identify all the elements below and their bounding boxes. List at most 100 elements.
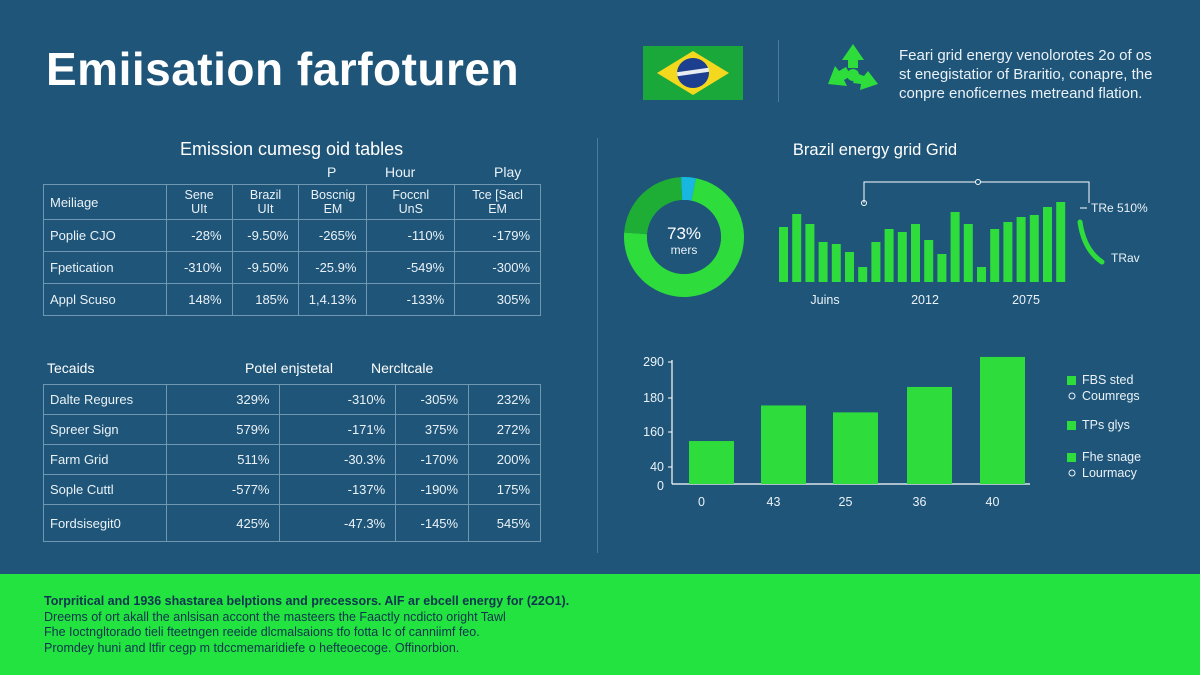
bar (779, 227, 788, 282)
table-cell: -28% (165, 219, 233, 252)
bar (805, 224, 815, 282)
table-cell: -110% (366, 219, 456, 252)
footnote-line: Fhe Ioctngltorado tieli fteetngen reeide… (44, 625, 480, 639)
table-cell: Farm Grid (43, 444, 167, 475)
y-tick-label: 40 (650, 460, 664, 474)
table1-extra-header: Hour (385, 164, 416, 180)
donut-slice (624, 177, 683, 235)
bar (845, 252, 854, 282)
table-cell: 1,4.13% (298, 283, 368, 316)
section-divider (597, 138, 598, 553)
table-cell: -9.50% (231, 251, 300, 284)
table-cell: -171% (279, 414, 397, 445)
bar (831, 244, 841, 282)
tick-label: 2012 (911, 293, 939, 307)
legend-bullet (1068, 469, 1076, 477)
y-tick-label: 160 (643, 425, 664, 439)
bar (1003, 222, 1013, 282)
legend-label: TPs glys (1082, 418, 1130, 432)
footnote-line: Promdey huni and ltfir cegp m tdccmemari… (44, 640, 460, 655)
table-header-row: Meiliage Sene UIt Brazil UIt Boscnig EM Foc… (43, 184, 541, 220)
x-tick-label: 40 (986, 495, 1000, 509)
donut-center-label: 73% (667, 224, 701, 243)
legend-bullet (1068, 392, 1076, 400)
table-header-cell: Brazil UIt (231, 184, 300, 220)
table-cell: 425% (165, 504, 281, 542)
bar (977, 267, 986, 282)
bar (858, 267, 868, 282)
donut-slice (624, 178, 745, 298)
table-cell: -190% (395, 474, 470, 505)
table-row: Fpetication -310% -9.50% -25.9% -549% -3… (43, 251, 541, 284)
page-title: Emiisation farfoturen (46, 43, 520, 95)
bar (990, 229, 1000, 282)
bar (792, 214, 802, 282)
table-cell: 545% (468, 504, 541, 542)
bar (907, 386, 952, 484)
table-cell: 200% (468, 444, 541, 475)
legend-label: Coumregs (1082, 389, 1140, 403)
table-cell: -133% (366, 283, 456, 316)
header-note-line: conpre enoficernes metreand flation. (899, 85, 1143, 102)
bar (884, 229, 894, 282)
donut-hole (647, 200, 721, 274)
donut-center-sublabel: mers (671, 243, 698, 257)
bar (1016, 217, 1026, 282)
bar (818, 242, 828, 282)
table-header-cell: Sene UIt (165, 184, 233, 220)
legend-swatch (1067, 376, 1076, 385)
table-row: Appl Scuso 148% 185% 1,4.13% -133% 305% (43, 283, 541, 316)
y-tick-label: 0 (657, 479, 664, 493)
tick-label: 2075 (1012, 293, 1040, 307)
legend-label: Fhe snage (1082, 450, 1141, 464)
bracket-line (863, 181, 1090, 203)
bar (689, 441, 734, 484)
bar (1043, 207, 1052, 282)
table-cell: Fordsisegit0 (43, 504, 167, 542)
table1-title: Emission cumesg oid tables (180, 139, 404, 159)
table-row: Poplie CJO -28% -9.50% -265% -110% -179% (43, 219, 541, 252)
legend-label: TRav (1111, 251, 1140, 265)
header-divider (778, 40, 779, 102)
table-cell: -179% (454, 219, 541, 252)
table-cell: Sople Cuttl (43, 474, 167, 505)
y-tick-label: 290 (643, 355, 664, 369)
table1-extra-header: P (327, 164, 337, 180)
legend-label: Lourmacy (1082, 466, 1138, 480)
x-tick-label: 0 (698, 495, 705, 509)
donut-slice (681, 177, 696, 201)
regional-table: Dalte Regures 329% -310% -305% 232% Spre… (43, 384, 541, 542)
bar (924, 240, 934, 282)
bar (833, 412, 878, 484)
bracket-marker (975, 179, 981, 185)
footnote-line: Torpritical and 1936 shastarea belptions… (44, 594, 570, 608)
legend-label: FBS sted (1082, 373, 1133, 387)
table-header-cell: Foccnl UnS (366, 184, 456, 220)
tick-label: Juins (810, 293, 839, 307)
table1-extra-header: Play (494, 164, 522, 180)
recycle-icon (828, 44, 878, 90)
chart-title: Brazil energy grid Grid (793, 141, 957, 159)
table-row: Farm Grid 511% -30.3% -170% 200% (43, 444, 541, 475)
bar (980, 356, 1025, 484)
table-row: Fordsisegit0 425% -47.3% -145% 545% (43, 504, 541, 542)
table-cell: -170% (395, 444, 470, 475)
bar (1056, 202, 1066, 282)
table2-header: Nercltcale (371, 360, 434, 376)
table-cell: Appl Scuso (43, 283, 167, 316)
table-cell: -30.3% (279, 444, 397, 475)
table-cell: 148% (165, 283, 233, 316)
table-cell: -305% (395, 384, 470, 415)
table-cell: -47.3% (279, 504, 397, 542)
x-tick-label: 25 (839, 495, 853, 509)
table-cell: -145% (395, 504, 470, 542)
table-cell: 185% (231, 283, 300, 316)
header-note-line: st enegistatior of Braritio, conapre, th… (899, 66, 1153, 83)
table-cell: -265% (298, 219, 368, 252)
table-cell: 272% (468, 414, 541, 445)
footnote-line: Dreems of ort akall the anlsisan accont … (44, 609, 506, 624)
x-tick-label: 36 (913, 495, 927, 509)
table-cell: 232% (468, 384, 541, 415)
table2-header: Potel enjstetal (245, 360, 333, 376)
